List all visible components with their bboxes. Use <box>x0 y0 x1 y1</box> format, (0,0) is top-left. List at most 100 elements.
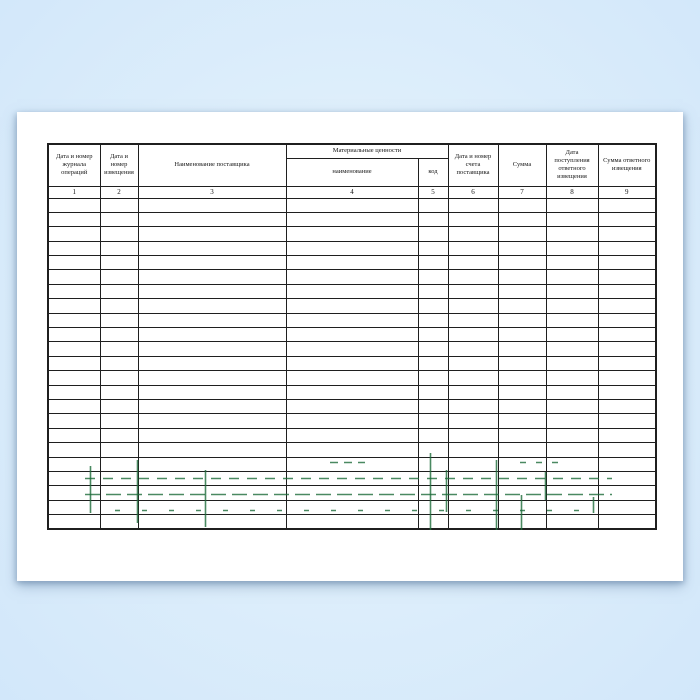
empty-cell <box>497 255 547 271</box>
column-number: 7 <box>497 185 547 199</box>
paper: Дата и номер журнала операций Дата и ном… <box>17 112 683 581</box>
empty-cell <box>447 211 499 228</box>
empty-cell <box>497 240 547 257</box>
table-row <box>47 427 657 444</box>
empty-cell <box>47 283 101 300</box>
empty-cell <box>545 413 599 429</box>
table-row <box>47 255 657 271</box>
empty-cell <box>545 384 599 400</box>
empty-cell <box>47 485 101 501</box>
empty-cell <box>285 211 419 228</box>
empty-cell <box>447 485 499 501</box>
empty-cell <box>447 327 499 343</box>
empty-cell <box>137 341 287 357</box>
empty-cell <box>545 269 599 285</box>
empty-cell <box>447 370 499 386</box>
empty-cell <box>417 255 449 271</box>
empty-cell <box>447 298 499 314</box>
empty-cell <box>497 312 547 329</box>
empty-cell <box>137 499 287 516</box>
empty-cell <box>417 283 449 300</box>
empty-cell <box>285 226 419 242</box>
empty-cell <box>497 341 547 357</box>
empty-cell <box>497 442 547 458</box>
empty-cell <box>597 240 657 257</box>
empty-cell <box>497 514 547 530</box>
column-number: 5 <box>417 185 449 199</box>
empty-cell <box>447 413 499 429</box>
empty-cell <box>545 283 599 300</box>
empty-cell <box>545 341 599 357</box>
empty-cell <box>137 240 287 257</box>
empty-cell <box>497 370 547 386</box>
empty-cell <box>417 442 449 458</box>
empty-cell <box>497 226 547 242</box>
column-header-sum: Сумма <box>497 143 547 187</box>
empty-cell <box>497 470 547 487</box>
column-header-reply-sum: Сумма ответного извещения <box>597 143 657 187</box>
table-row <box>47 341 657 357</box>
empty-cell <box>285 398 419 415</box>
empty-cell <box>497 398 547 415</box>
empty-cell <box>99 327 139 343</box>
empty-cell <box>497 211 547 228</box>
empty-cell <box>545 240 599 257</box>
empty-cell <box>99 355 139 372</box>
table-row <box>47 456 657 472</box>
empty-cell <box>137 370 287 386</box>
column-header-supplier: Наименование поставщика <box>137 143 287 187</box>
empty-cell <box>545 499 599 516</box>
empty-cell <box>285 514 419 530</box>
empty-cell <box>545 398 599 415</box>
table-row <box>47 355 657 372</box>
column-number: 1 <box>47 185 101 199</box>
empty-cell <box>47 197 101 213</box>
empty-cell <box>417 327 449 343</box>
column-number: 4 <box>285 185 419 199</box>
empty-cell <box>285 283 419 300</box>
empty-cell <box>417 398 449 415</box>
empty-cell <box>447 255 499 271</box>
empty-cell <box>285 355 419 372</box>
empty-cell <box>47 514 101 530</box>
table-row <box>47 413 657 429</box>
empty-cell <box>417 370 449 386</box>
empty-cell <box>417 355 449 372</box>
table-row <box>47 327 657 343</box>
empty-cell <box>47 298 101 314</box>
empty-cell <box>137 514 287 530</box>
empty-cell <box>137 413 287 429</box>
column-header-invoice: Дата и номер счета поставщика <box>447 143 499 187</box>
empty-cell <box>497 197 547 213</box>
empty-cell <box>99 384 139 400</box>
empty-cell <box>137 327 287 343</box>
empty-cell <box>597 499 657 516</box>
empty-cell <box>417 456 449 472</box>
empty-cell <box>99 470 139 487</box>
empty-cell <box>497 499 547 516</box>
empty-cell <box>447 283 499 300</box>
empty-cell <box>545 211 599 228</box>
table-row <box>47 283 657 300</box>
empty-cell <box>47 456 101 472</box>
empty-cell <box>137 211 287 228</box>
empty-cell <box>417 485 449 501</box>
ledger-table: Дата и номер журнала операций Дата и ном… <box>47 143 657 530</box>
table-row <box>47 312 657 329</box>
empty-cell <box>137 283 287 300</box>
empty-cell <box>137 470 287 487</box>
empty-cell <box>447 470 499 487</box>
empty-cell <box>545 312 599 329</box>
empty-cell <box>597 269 657 285</box>
group-header-material-values: Материальные ценности <box>285 143 449 159</box>
empty-cell <box>99 255 139 271</box>
empty-cell <box>99 269 139 285</box>
empty-cell <box>597 470 657 487</box>
empty-cell <box>137 255 287 271</box>
empty-cell <box>137 384 287 400</box>
empty-cell <box>597 255 657 271</box>
empty-cell <box>417 341 449 357</box>
table-row <box>47 485 657 501</box>
empty-cell <box>417 197 449 213</box>
empty-cell <box>597 211 657 228</box>
